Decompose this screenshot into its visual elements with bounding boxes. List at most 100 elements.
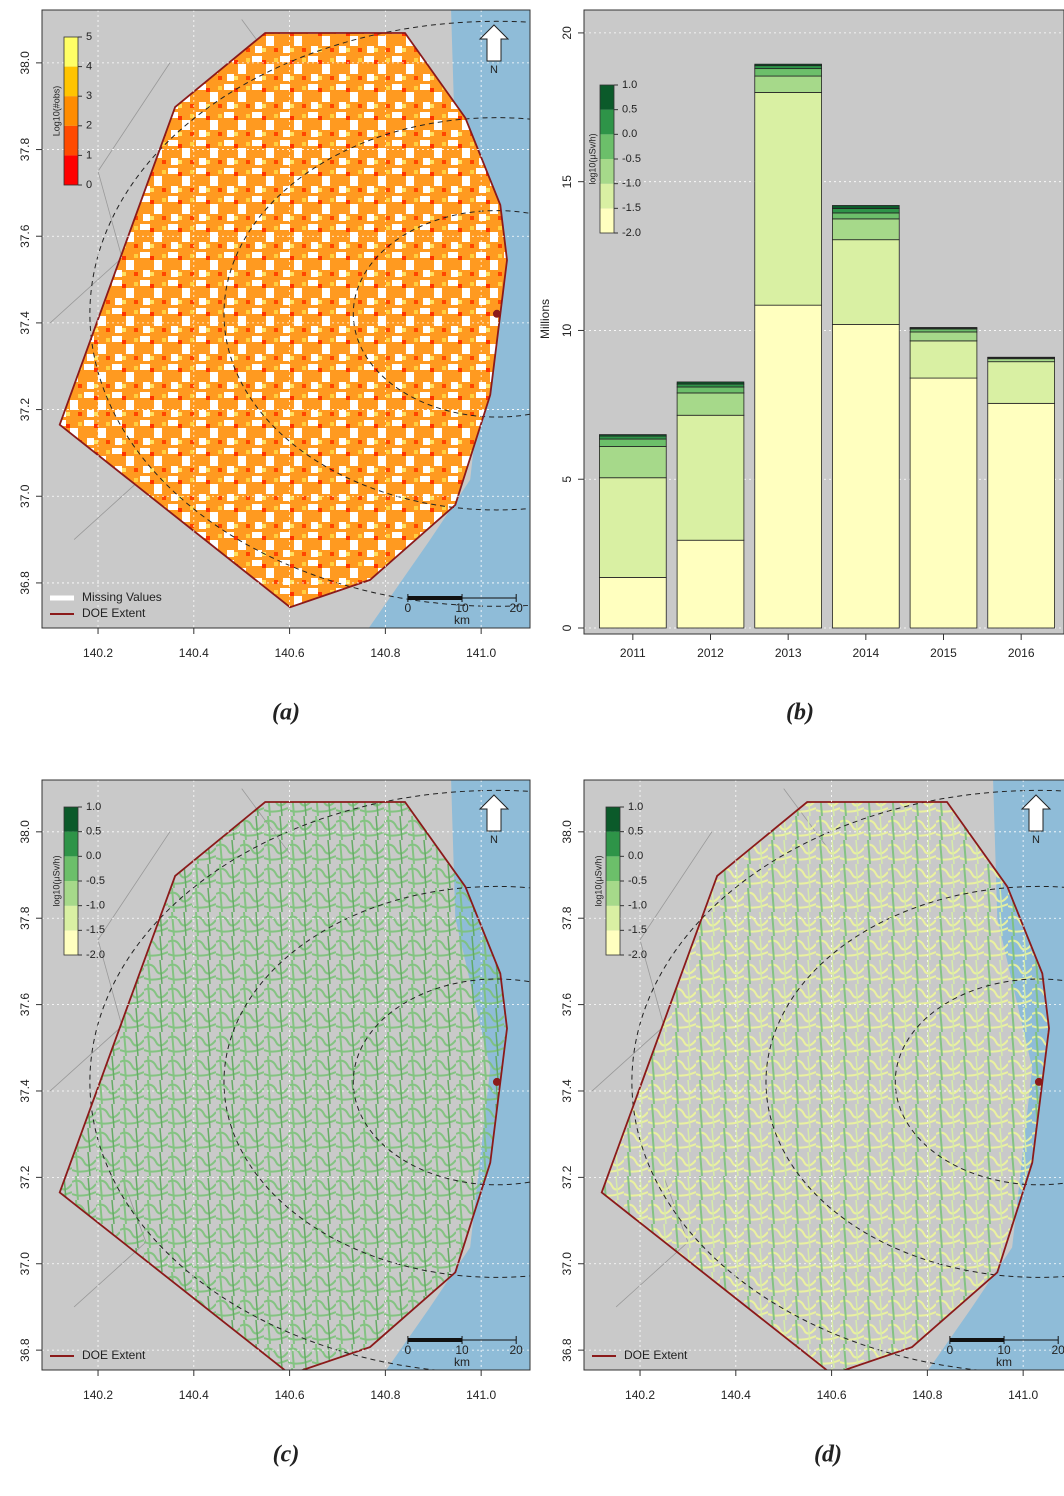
x-tick-label: 140.8 — [912, 1388, 942, 1402]
colorbar-title: log10(μSv/h) — [51, 855, 61, 906]
scalebar-unit: km — [454, 613, 470, 627]
y-tick-label: 36.8 — [560, 1338, 574, 1362]
y-tick-label: 36.8 — [18, 1338, 32, 1362]
y-tick-label: 37.6 — [560, 993, 574, 1017]
y-tick-label: 38.0 — [18, 820, 32, 844]
x-tick-label: 2016 — [1008, 646, 1035, 660]
colorbar-tick-label: 0.5 — [628, 826, 643, 838]
bar-segment — [755, 76, 822, 92]
colorbar-tick-label: 0.0 — [628, 850, 643, 862]
bar-segment — [599, 439, 666, 446]
colorbar-tick-label: -0.5 — [86, 875, 105, 887]
colorbar-tick-label: -2.0 — [622, 227, 641, 239]
x-tick-label: 140.2 — [83, 646, 113, 660]
colorbar-tick-label: 0.5 — [86, 826, 101, 838]
legend-label: DOE Extent — [624, 1348, 688, 1362]
colorbar-swatch — [600, 184, 614, 209]
plant-marker — [1035, 1078, 1043, 1086]
colorbar-tick-label: -2.0 — [628, 949, 647, 961]
colorbar-tick-label: -2.0 — [86, 949, 105, 961]
colorbar-tick-label: 0.0 — [622, 128, 637, 140]
colorbar-swatch — [64, 832, 78, 857]
colorbar-swatch — [606, 930, 620, 955]
x-tick-label: 141.0 — [466, 1388, 496, 1402]
x-tick-label: 140.2 — [83, 1388, 113, 1402]
colorbar-swatch — [64, 856, 78, 881]
bar-segment — [832, 325, 899, 628]
x-tick-label: 140.4 — [179, 1388, 209, 1402]
bar-segment — [832, 213, 899, 219]
y-tick-label: 37.0 — [18, 484, 32, 508]
y-tick-label: 10 — [560, 323, 574, 337]
y-tick-label: 0 — [560, 624, 574, 631]
x-tick-label: 2015 — [930, 646, 957, 660]
colorbar-swatch — [64, 930, 78, 955]
x-tick-label: 141.0 — [1008, 1388, 1038, 1402]
scalebar-label: 20 — [1052, 1343, 1064, 1357]
colorbar-swatch — [606, 856, 620, 881]
x-tick-label: 2013 — [775, 646, 802, 660]
scalebar-label: 0 — [405, 601, 412, 615]
colorbar-swatch — [64, 126, 78, 156]
bar-segment — [832, 240, 899, 325]
y-tick-label: 37.4 — [560, 1079, 574, 1103]
scalebar-unit: km — [454, 1355, 470, 1369]
y-tick-label: 36.8 — [18, 571, 32, 595]
colorbar-tick-label: 4 — [86, 61, 92, 73]
bar-segment — [599, 436, 666, 439]
bar-segment — [755, 92, 822, 305]
colorbar-tick-label: -1.0 — [86, 900, 105, 912]
colorbar-tick-label: 5 — [86, 31, 92, 43]
colorbar-title: log10(μSv/h) — [587, 133, 597, 184]
colorbar-tick-label: -1.0 — [622, 178, 641, 190]
colorbar-tick-label: 3 — [86, 90, 92, 102]
figure: 140.2 140.4 140.6 140.8 141.0 36.8 37.0 37.2 37.… — [0, 0, 1064, 1496]
caption: (c) — [273, 1442, 300, 1468]
colorbar-title: log10(μSv/h) — [593, 855, 603, 906]
x-tick-label: 140.4 — [721, 1388, 751, 1402]
bar-segment — [832, 205, 899, 208]
scalebar-label: 0 — [947, 1343, 954, 1357]
colorbar-swatch — [600, 110, 614, 135]
north-label: N — [1032, 834, 1040, 846]
colorbar-tick-label: -0.5 — [622, 153, 641, 165]
colorbar-tick-label: 1.0 — [622, 79, 637, 91]
bar-segment — [677, 384, 744, 387]
bar-segment — [677, 415, 744, 540]
caption: (b) — [786, 700, 814, 726]
bar-segment — [988, 403, 1055, 628]
x-tick-label: 2011 — [620, 646, 646, 660]
colorbar-swatch — [600, 134, 614, 159]
y-tick-label: 37.4 — [18, 311, 32, 335]
colorbar-tick-label: 1.0 — [86, 801, 101, 813]
colorbar-swatch — [606, 906, 620, 931]
x-tick-label: 2014 — [852, 646, 879, 660]
colorbar-swatch — [600, 85, 614, 110]
scalebar-label: 20 — [510, 601, 524, 615]
bar-segment — [677, 540, 744, 628]
bar-segment — [677, 382, 744, 384]
colorbar-tick-label: -0.5 — [628, 875, 647, 887]
caption: (d) — [814, 1442, 842, 1468]
bar-segment — [755, 69, 822, 76]
y-tick-label: 37.0 — [560, 1252, 574, 1276]
colorbar-swatch — [606, 832, 620, 857]
x-tick-label: 140.8 — [370, 646, 400, 660]
bar-segment — [832, 219, 899, 240]
plant-marker — [493, 1078, 501, 1086]
colorbar-swatch — [600, 208, 614, 233]
bar-segment — [910, 327, 977, 328]
x-tick-label: 140.6 — [275, 1388, 305, 1402]
x-tick-label: 140.6 — [275, 646, 305, 660]
bar-segment — [599, 446, 666, 477]
y-tick-label: 15 — [560, 175, 574, 189]
colorbar-swatch — [600, 159, 614, 184]
y-tick-label: 37.8 — [560, 906, 574, 930]
plant-marker — [493, 310, 501, 318]
bar-segment — [599, 435, 666, 436]
bar-segment — [910, 378, 977, 628]
colorbar-tick-label: 0 — [86, 179, 92, 191]
bar-segment — [599, 478, 666, 578]
x-tick-label: 140.6 — [817, 1388, 847, 1402]
y-tick-label: 37.2 — [560, 1165, 574, 1189]
